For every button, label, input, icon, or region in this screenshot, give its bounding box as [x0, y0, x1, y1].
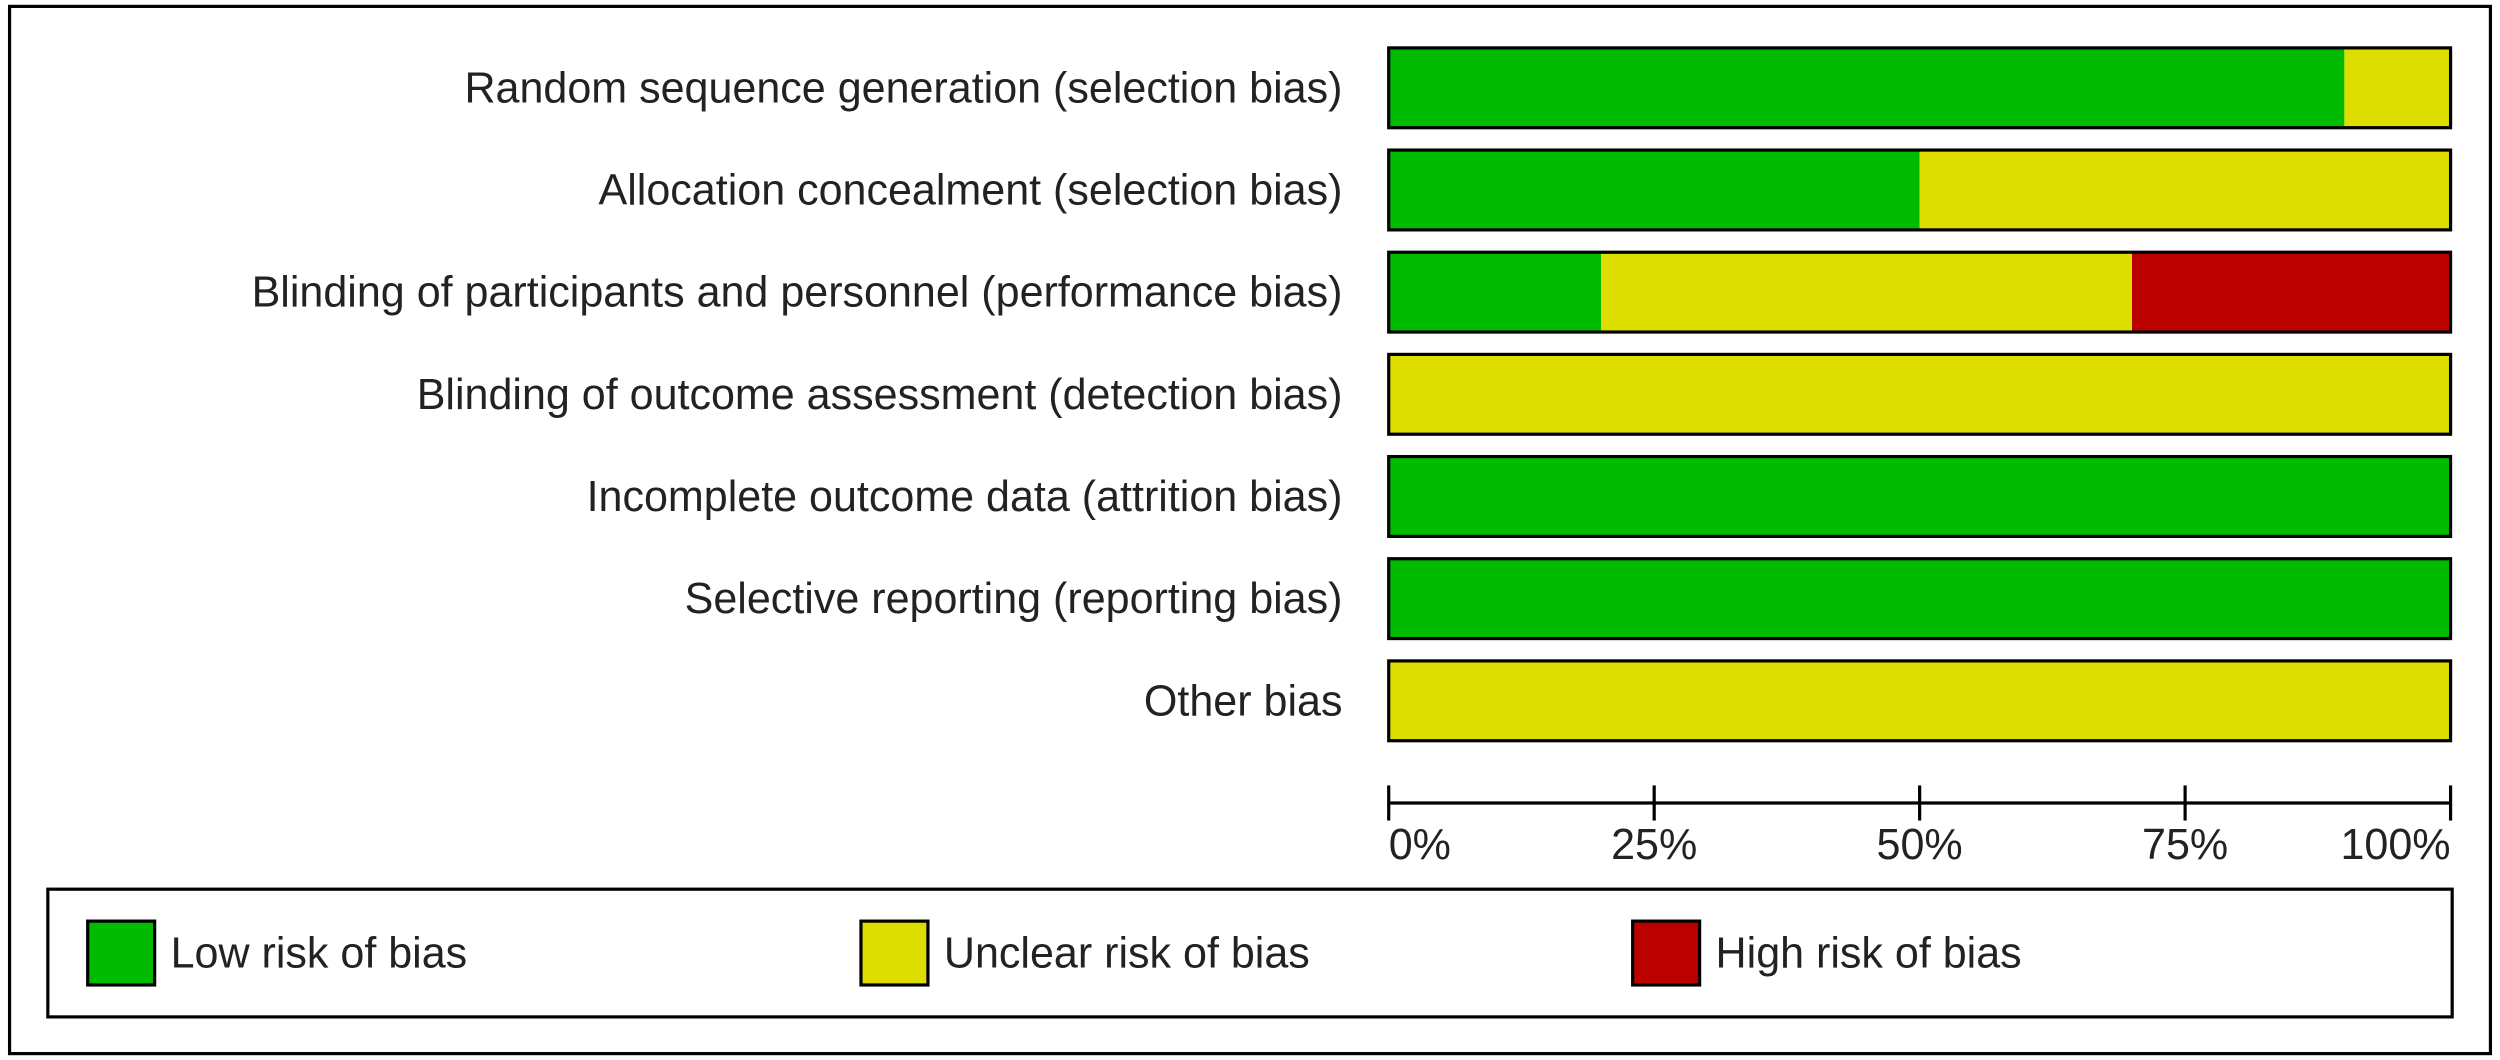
bar-segment	[1388, 252, 1602, 333]
category-label: Other bias	[1144, 677, 1343, 725]
category-label: Blinding of participants and personnel (…	[252, 269, 1343, 317]
bar-segment	[1388, 47, 2345, 128]
category-label: Allocation concealment (selection bias)	[599, 167, 1343, 215]
legend-box	[46, 887, 2454, 1019]
bar-segment	[1919, 150, 2451, 230]
x-tick-label: 100%	[2341, 821, 2451, 869]
x-tick-label: 0%	[1389, 821, 1451, 869]
bar-outline	[1387, 557, 2453, 641]
legend-swatch	[1631, 919, 1702, 987]
bar-segment	[2132, 252, 2451, 333]
bar-outline	[1387, 454, 2453, 538]
legend-label: Low risk of bias	[171, 930, 468, 978]
legend-swatch	[86, 919, 157, 987]
bar-outline	[1387, 659, 2453, 743]
bar-outline	[1387, 352, 2453, 436]
x-tick-label: 75%	[2142, 821, 2228, 869]
bar-segment	[1388, 660, 2451, 741]
x-tick-label: 50%	[1877, 821, 1963, 869]
bar-segment	[1601, 252, 2133, 333]
category-label: Random sequence generation (selection bi…	[464, 64, 1342, 112]
bar-segment	[2344, 47, 2451, 128]
legend-label: High risk of bias	[1716, 930, 2022, 978]
x-tick-label: 25%	[1611, 821, 1697, 869]
bar-segment	[1388, 456, 2451, 537]
category-label: Selective reporting (reporting bias)	[685, 575, 1343, 623]
bar-outline	[1387, 250, 2453, 334]
legend-label: Unclear risk of bias	[944, 930, 1310, 978]
category-label: Blinding of outcome assessment (detectio…	[417, 371, 1343, 419]
bar-outline	[1387, 46, 2453, 130]
bar-outline	[1387, 148, 2453, 232]
legend-swatch	[859, 919, 930, 987]
bar-segment	[1388, 354, 2451, 435]
bar-segment	[1388, 150, 1920, 230]
bar-segment	[1388, 558, 2451, 639]
category-label: Incomplete outcome data (attrition bias)	[587, 473, 1343, 521]
